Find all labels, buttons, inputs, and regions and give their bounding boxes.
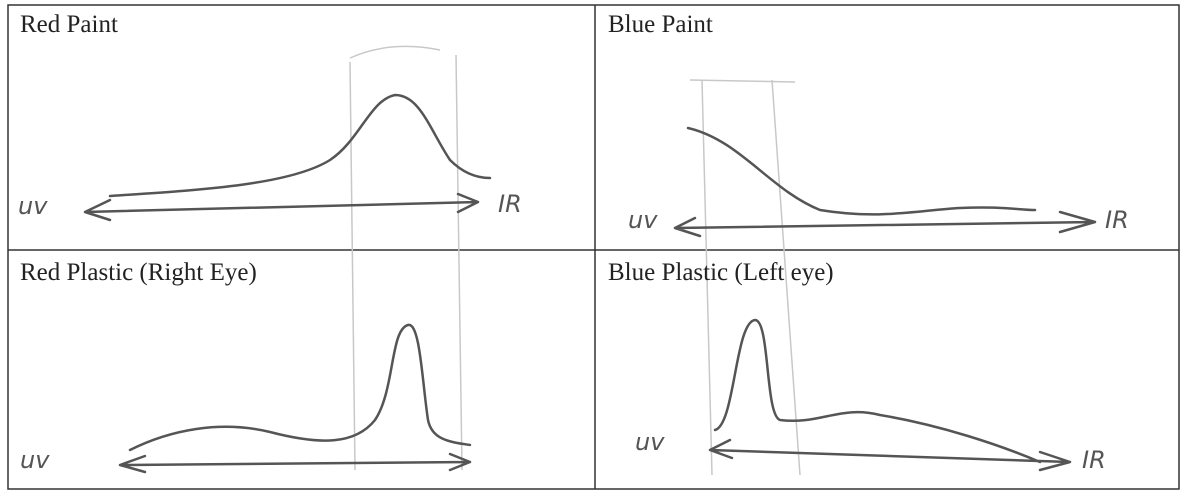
handwritten-label: uv (20, 446, 50, 474)
cell-title: Red Paint (20, 11, 118, 38)
handwritten-label: uv (18, 192, 48, 220)
handwritten-label: IR (1082, 446, 1106, 474)
sketch-red-plastic (120, 325, 470, 472)
handwritten-label: IR (498, 190, 522, 218)
handwritten-label: uv (628, 206, 658, 234)
handwritten-label: uv (635, 428, 665, 456)
table-border (8, 5, 1179, 489)
cell-title: Red Plastic (Right Eye) (20, 259, 257, 286)
page: Red Paint Blue Paint Red Plastic (Right … (0, 0, 1182, 492)
sketch-blue-plastic (710, 320, 1070, 470)
cell-title: Blue Paint (608, 11, 713, 38)
sketch-blue-paint (675, 128, 1095, 236)
handwritten-label: IR (1105, 206, 1129, 234)
sketch-table: Red Paint Blue Paint Red Plastic (Right … (0, 0, 1182, 492)
sketch-red-paint (85, 95, 490, 220)
cell-title: Blue Plastic (Left eye) (608, 259, 834, 286)
